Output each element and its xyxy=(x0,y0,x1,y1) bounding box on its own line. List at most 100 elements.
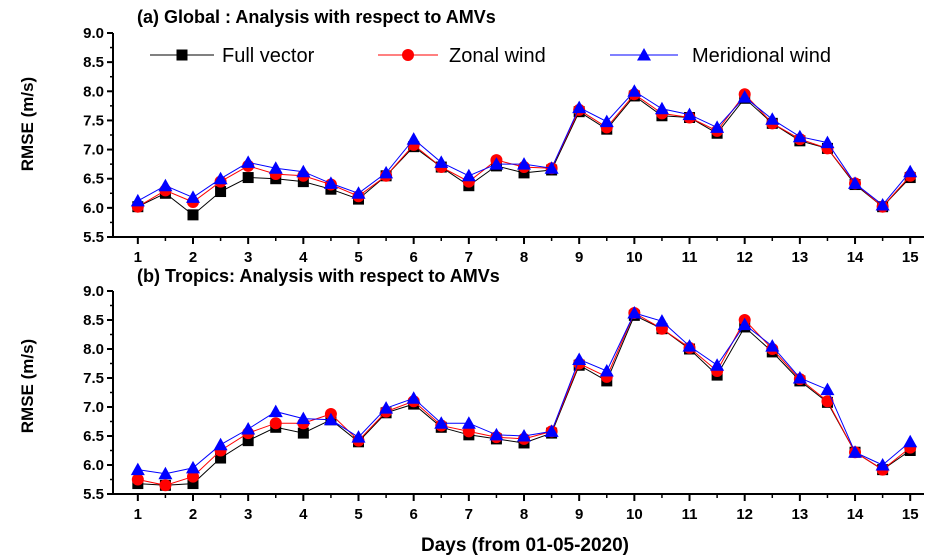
data-point-meridional-wind xyxy=(682,107,697,121)
series-line-full-vector xyxy=(137,314,911,486)
x-tick-label: 1 xyxy=(134,506,142,523)
series-line-zonal-wind xyxy=(137,312,911,486)
data-point-meridional-wind xyxy=(130,193,145,207)
y-tick-label: 9.0 xyxy=(83,283,104,300)
data-point-meridional-wind xyxy=(765,112,780,125)
x-tick-label: 10 xyxy=(626,506,643,523)
data-point-meridional-wind xyxy=(213,171,228,185)
data-point-meridional-wind xyxy=(379,401,394,414)
data-point-meridional-wind xyxy=(323,412,338,426)
data-point-full-vector xyxy=(242,172,254,184)
data-point-meridional-wind xyxy=(268,161,283,174)
data-point-meridional-wind xyxy=(461,168,476,182)
chart-title-global: (a) Global : Analysis with respect to AM… xyxy=(137,7,496,27)
y-tick-label: 6.0 xyxy=(83,200,104,217)
data-point-meridional-wind xyxy=(158,178,173,192)
data-point-zonal-wind xyxy=(131,473,144,486)
legend-label-full-vector: Full vector xyxy=(222,45,315,67)
y-tick-label: 9.0 xyxy=(83,25,104,42)
data-point-meridional-wind xyxy=(296,164,311,178)
data-point-meridional-wind xyxy=(875,458,890,471)
data-point-meridional-wind xyxy=(130,462,145,476)
data-point-meridional-wind xyxy=(241,422,256,435)
x-tick-label: 12 xyxy=(736,249,753,266)
data-point-meridional-wind xyxy=(572,100,587,114)
legend-marker-full-vector xyxy=(176,49,188,61)
x-tick-label: 8 xyxy=(520,506,528,523)
data-point-meridional-wind xyxy=(434,416,449,429)
series-zonal-wind xyxy=(131,88,917,213)
data-point-zonal-wind xyxy=(186,470,199,483)
legend-marker-zonal-wind xyxy=(402,49,414,61)
y-tick-label: 5.5 xyxy=(83,229,104,246)
data-point-meridional-wind xyxy=(434,155,449,168)
data-point-meridional-wind xyxy=(351,430,366,443)
x-tick-label: 4 xyxy=(299,506,308,523)
data-point-full-vector xyxy=(297,427,309,439)
data-point-meridional-wind xyxy=(710,358,725,371)
panel-global: (a) Global : Analysis with respect to AM… xyxy=(18,7,924,266)
data-point-meridional-wind xyxy=(213,437,228,451)
x-tick-label: 9 xyxy=(575,249,583,266)
y-tick-label: 6.5 xyxy=(83,428,104,445)
legend-item-full-vector: Full vector xyxy=(150,45,315,67)
x-axis-label: Days (from 01-05-2020) xyxy=(421,535,629,556)
chart-title-tropics: (b) Tropics: Analysis with respect to AM… xyxy=(137,266,500,286)
data-point-full-vector xyxy=(215,452,227,464)
x-tick-label: 11 xyxy=(682,249,698,266)
data-point-meridional-wind xyxy=(158,466,173,480)
data-point-meridional-wind xyxy=(792,371,807,384)
legend-label-meridional-wind: Meridional wind xyxy=(692,45,831,67)
data-point-meridional-wind xyxy=(875,197,890,211)
data-point-meridional-wind xyxy=(406,391,421,404)
y-tick-label: 8.5 xyxy=(83,54,104,71)
x-tick-label: 3 xyxy=(244,249,252,266)
data-point-meridional-wind xyxy=(517,429,532,442)
data-point-meridional-wind xyxy=(599,114,614,128)
x-tick-label: 11 xyxy=(682,506,698,523)
y-tick-label: 7.5 xyxy=(83,112,104,129)
x-tick-label: 6 xyxy=(410,506,418,523)
x-tick-label: 13 xyxy=(792,249,809,266)
data-point-meridional-wind xyxy=(379,165,394,179)
data-point-meridional-wind xyxy=(737,317,752,331)
data-point-meridional-wind xyxy=(599,364,614,377)
series-line-zonal-wind xyxy=(137,93,911,208)
y-tick-label: 7.0 xyxy=(83,142,104,159)
data-point-meridional-wind xyxy=(627,84,642,97)
data-point-meridional-wind xyxy=(296,411,311,425)
y-axis-label-tropics: RMSE (m/s) xyxy=(18,339,37,433)
x-tick-label: 13 xyxy=(792,506,809,523)
series-zonal-wind xyxy=(131,307,917,492)
data-point-meridional-wind xyxy=(820,135,835,149)
x-tick-label: 5 xyxy=(354,249,362,266)
data-point-meridional-wind xyxy=(323,176,338,189)
data-point-meridional-wind xyxy=(544,161,559,174)
x-tick-label: 14 xyxy=(847,506,864,523)
x-tick-label: 3 xyxy=(244,506,252,523)
data-point-meridional-wind xyxy=(737,90,752,103)
y-axis-label-global: RMSE (m/s) xyxy=(18,77,37,171)
x-tick-label: 15 xyxy=(902,506,919,523)
y-tick-label: 8.0 xyxy=(83,341,104,358)
legend-marker-meridional-wind xyxy=(637,48,651,61)
series-line-meridional-wind xyxy=(137,90,911,206)
data-point-full-vector xyxy=(187,478,199,490)
x-tick-label: 2 xyxy=(189,506,197,523)
legend-item-meridional-wind: Meridional wind xyxy=(610,45,831,67)
data-point-meridional-wind xyxy=(903,434,918,448)
data-point-full-vector xyxy=(215,186,227,198)
y-tick-label: 5.5 xyxy=(83,486,104,503)
series-meridional-wind xyxy=(130,306,918,480)
data-point-meridional-wind xyxy=(765,339,780,352)
legend-label-zonal-wind: Zonal wind xyxy=(449,45,546,67)
x-tick-label: 6 xyxy=(410,249,418,266)
data-point-meridional-wind xyxy=(489,157,504,170)
x-tick-label: 9 xyxy=(575,506,583,523)
series-full-vector xyxy=(132,309,916,491)
data-point-meridional-wind xyxy=(820,382,835,396)
data-point-meridional-wind xyxy=(627,306,642,319)
legend: Full vector Zonal wind Meridional wind xyxy=(150,45,831,67)
data-point-meridional-wind xyxy=(848,176,863,189)
